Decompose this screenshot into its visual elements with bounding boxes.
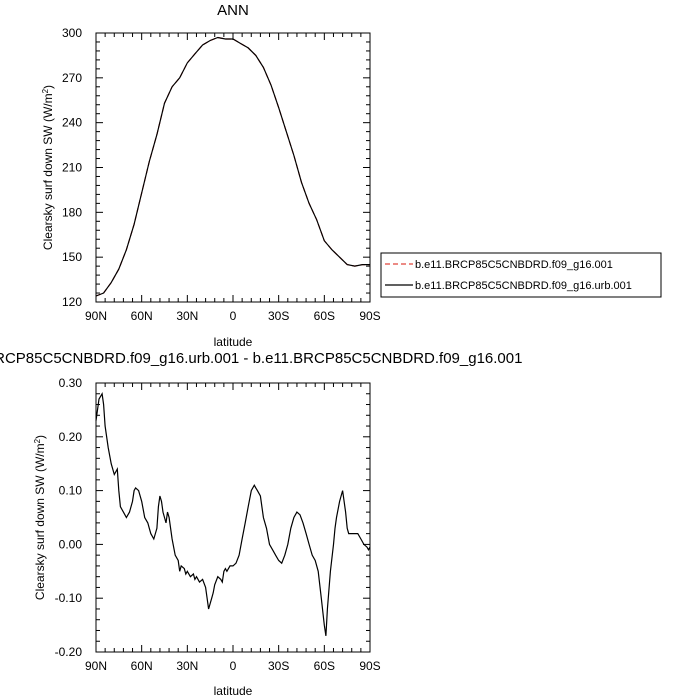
y-tick-label: 0.00 xyxy=(59,537,83,551)
y-tick-label: 0.10 xyxy=(59,484,83,498)
panel-bottom: b.e11.BRCP85C5CNBDRD.f09_g16.urb.001 - b… xyxy=(0,350,522,698)
y-axis-label: Clearsky surf down SW (W/m2) xyxy=(33,435,47,600)
legend-entry-0: b.e11.BRCP85C5CNBDRD.f09_g16.001 xyxy=(415,259,613,271)
y-tick-label: 150 xyxy=(62,250,82,264)
axis-ticks: 90N 60N 30N 0 30S 60S 90S -0.20 -0.10 0.00 0.10 0.2… xyxy=(55,376,381,673)
chart-title: b.e11.BRCP85C5CNBDRD.f09_g16.urb.001 - b… xyxy=(0,350,522,367)
y-tick-label: 240 xyxy=(62,116,82,130)
x-tick-label: 30S xyxy=(268,659,289,673)
x-tick-label: 60S xyxy=(314,659,335,673)
chart-title: ANN xyxy=(217,2,249,19)
plot-frame xyxy=(95,32,371,303)
x-axis-label: latitude xyxy=(214,335,253,349)
x-tick-label: 60S xyxy=(314,309,335,323)
y-tick-label: 210 xyxy=(62,161,82,175)
x-tick-label: 0 xyxy=(230,659,237,673)
legend-entry-1: b.e11.BRCP85C5CNBDRD.f09_g16.urb.001 xyxy=(415,280,632,292)
x-tick-label: 30S xyxy=(268,309,289,323)
y-axis-label-suffix: ) xyxy=(41,85,55,89)
y-tick-label: 300 xyxy=(62,26,82,40)
y-axis-label-suffix: ) xyxy=(33,435,47,439)
series-line-0 xyxy=(95,36,370,297)
x-tick-label: 90N xyxy=(85,309,107,323)
series-line-1 xyxy=(95,36,370,297)
plot-frame xyxy=(95,382,371,653)
y-tick-label: -0.10 xyxy=(55,591,83,605)
legend-box xyxy=(380,252,662,298)
panel-top: ANN latitude Clearsky surf down SW (W/m2… xyxy=(41,2,381,349)
x-tick-label: 90N xyxy=(85,659,107,673)
x-tick-label: 90S xyxy=(359,659,380,673)
x-axis-label: latitude xyxy=(214,684,253,698)
x-tick-label: 0 xyxy=(230,309,237,323)
y-axis-label-main: Clearsky surf down SW (W/m xyxy=(33,443,47,600)
y-axis-label: Clearsky surf down SW (W/m2) xyxy=(41,85,55,250)
series-group xyxy=(95,392,371,636)
x-tick-label: 30N xyxy=(176,309,198,323)
y-tick-label: -0.20 xyxy=(55,645,83,659)
x-tick-label: 30N xyxy=(176,659,198,673)
x-tick-label: 60N xyxy=(131,309,153,323)
y-tick-label: 270 xyxy=(62,71,82,85)
y-axis-label-superscript: 2 xyxy=(33,438,42,443)
axis-ticks: 90N 60N 30N 0 30S 60S 90S 120 150 180 210 240 270 300 xyxy=(62,26,381,323)
y-axis-label-superscript: 2 xyxy=(41,88,50,93)
y-tick-label: 120 xyxy=(62,295,82,309)
x-tick-label: 90S xyxy=(359,309,380,323)
y-tick-label: 180 xyxy=(62,205,82,219)
y-tick-label: 0.20 xyxy=(59,430,83,444)
x-tick-label: 60N xyxy=(131,659,153,673)
series-group xyxy=(95,36,370,297)
legend: b.e11.BRCP85C5CNBDRD.f09_g16.001 b.e11.B… xyxy=(380,252,662,298)
series-line-0 xyxy=(95,392,371,636)
y-tick-label: 0.30 xyxy=(59,376,83,390)
y-axis-label-main: Clearsky surf down SW (W/m xyxy=(41,93,55,250)
